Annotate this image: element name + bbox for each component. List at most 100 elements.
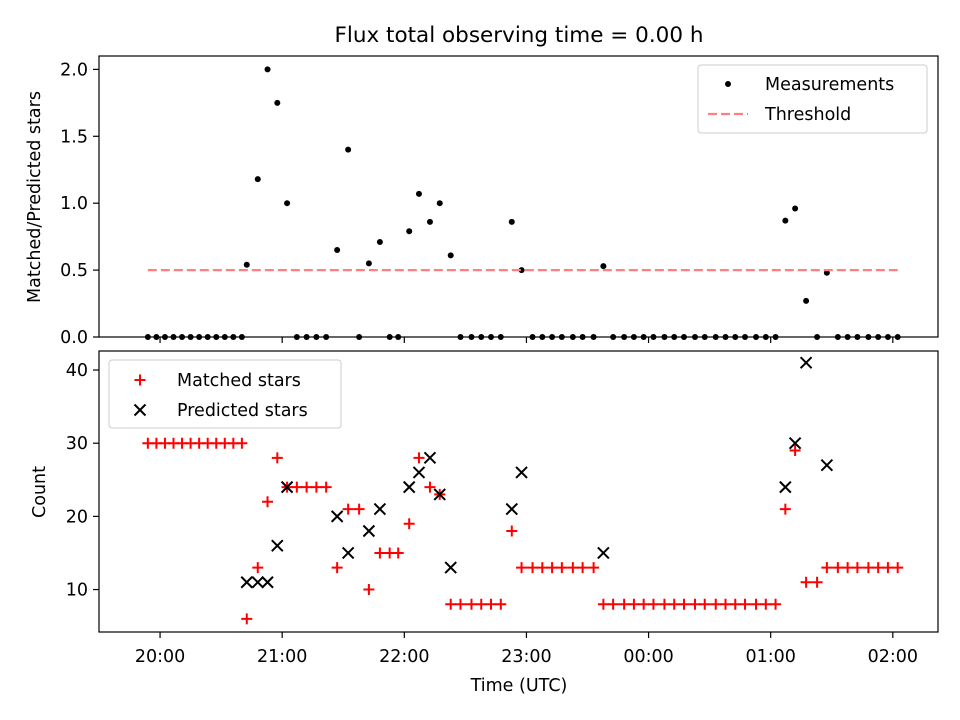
legend-matched-label: Matched stars <box>177 371 301 391</box>
count-xtick-label: 23:00 <box>501 647 551 667</box>
measurement-point <box>264 66 271 73</box>
measurement-point <box>254 176 261 183</box>
ratio-panel: 0.0 0.5 1.0 1.5 2.0 Measurements Threshold <box>60 55 939 348</box>
legend-threshold-label: Threshold <box>764 105 851 125</box>
measurement-point <box>447 252 454 259</box>
legend-measurements-label: Measurements <box>765 75 894 95</box>
measurement-point <box>823 269 830 276</box>
matched-star-point <box>392 547 404 559</box>
count-xtick-label: 21:00 <box>257 647 307 667</box>
predicted-star-point <box>820 458 834 472</box>
matched-star-point <box>892 562 904 574</box>
predicted-star-point <box>402 480 416 494</box>
count-ytick-label: 40 <box>66 361 88 381</box>
matched-star-point <box>465 598 477 610</box>
count-ytick-label: 20 <box>66 507 88 527</box>
measurement-point <box>243 261 250 268</box>
legend-predicted-label: Predicted stars <box>177 401 308 421</box>
measurement-point <box>365 260 372 267</box>
count-panel-ylabel: Count <box>30 466 50 518</box>
matched-star-point <box>495 598 507 610</box>
count-xtick-label: 22:00 <box>379 647 429 667</box>
matched-star-point <box>739 598 751 610</box>
count-xtick-label: 02:00 <box>868 647 918 667</box>
measurement-point <box>415 190 422 197</box>
measurement-point <box>345 146 352 153</box>
ratio-ytick-label: 2.0 <box>60 60 88 80</box>
measurement-point <box>803 297 810 304</box>
matched-star-point <box>729 598 741 610</box>
count-xtick-label: 01:00 <box>745 647 795 667</box>
matched-star-point <box>750 598 762 610</box>
matched-star-point <box>546 562 558 574</box>
predicted-star-point <box>788 436 802 450</box>
matched-star-point <box>301 481 313 493</box>
matched-star-point <box>567 562 579 574</box>
count-xtick-label: 00:00 <box>623 647 673 667</box>
matched-star-point <box>628 598 640 610</box>
predicted-star-point <box>779 480 792 494</box>
matched-star-point <box>699 598 711 610</box>
matched-star-point <box>770 598 782 610</box>
count-panel-xlabel: Time (UTC) <box>470 676 568 696</box>
matched-star-point <box>445 598 457 610</box>
matched-star-point <box>485 598 497 610</box>
matched-star-point <box>556 562 568 574</box>
predicted-star-point <box>597 546 610 560</box>
matched-star-point <box>638 598 650 610</box>
count-ytick-label: 10 <box>66 581 88 601</box>
matched-star-point <box>424 481 436 493</box>
measurement-point <box>376 238 383 245</box>
ratio-legend <box>697 64 928 134</box>
measurement-point <box>518 267 525 274</box>
ratio-ytick-label: 0.5 <box>60 261 88 281</box>
matched-star-point <box>374 547 386 559</box>
matched-star-point <box>647 598 659 610</box>
measurement-point <box>284 200 291 207</box>
matched-star-point <box>588 562 600 574</box>
predicted-star-point <box>251 576 264 589</box>
matched-star-point <box>689 598 701 610</box>
predicted-star-point <box>362 524 376 538</box>
measurement-point <box>274 99 281 106</box>
matched-star-point <box>353 503 365 515</box>
matched-star-point <box>577 562 589 574</box>
legend-matched-marker <box>134 374 146 386</box>
ratio-ytick-label: 1.0 <box>60 194 88 214</box>
matched-star-point <box>291 481 303 493</box>
matched-star-point <box>241 613 253 625</box>
matched-star-point <box>331 562 343 574</box>
measurement-point <box>508 218 515 225</box>
count-ytick-label: 30 <box>66 434 88 454</box>
chart-title: Flux total observing time = 0.00 h <box>335 23 704 48</box>
matched-star-point <box>618 598 630 610</box>
matched-star-point <box>271 452 283 464</box>
predicted-star-point <box>444 561 457 574</box>
count-panel: 10 20 30 40 20:00 21:00 22:00 23:00 00:00 01:00 02… <box>66 350 939 667</box>
measurement-point <box>426 218 433 225</box>
matched-star-point <box>363 584 375 596</box>
matched-star-point <box>668 598 680 610</box>
ratio-ytick-label: 1.5 <box>60 127 88 147</box>
predicted-star-point <box>412 466 426 479</box>
matched-star-point <box>252 562 264 574</box>
predicted-star-point <box>341 546 355 560</box>
measurement-point <box>436 200 443 207</box>
matched-star-point <box>800 576 812 588</box>
legend-measurements-marker <box>725 81 731 87</box>
matched-star-point <box>720 598 732 610</box>
count-legend <box>108 359 342 429</box>
matched-star-point <box>607 598 619 610</box>
matched-star-point <box>789 445 801 457</box>
measurement-point <box>600 263 607 270</box>
matched-star-point <box>872 562 884 574</box>
ratio-panel-ylabel: Matched/Predicted stars <box>25 91 45 303</box>
measurement-point <box>792 205 799 212</box>
predicted-star-point <box>280 480 294 494</box>
predicted-star-point <box>261 576 274 589</box>
matched-star-point <box>320 481 332 493</box>
matched-star-point <box>342 503 354 515</box>
matched-star-point <box>310 481 322 493</box>
measurement-point <box>334 247 341 254</box>
predicted-star-point <box>271 539 284 552</box>
